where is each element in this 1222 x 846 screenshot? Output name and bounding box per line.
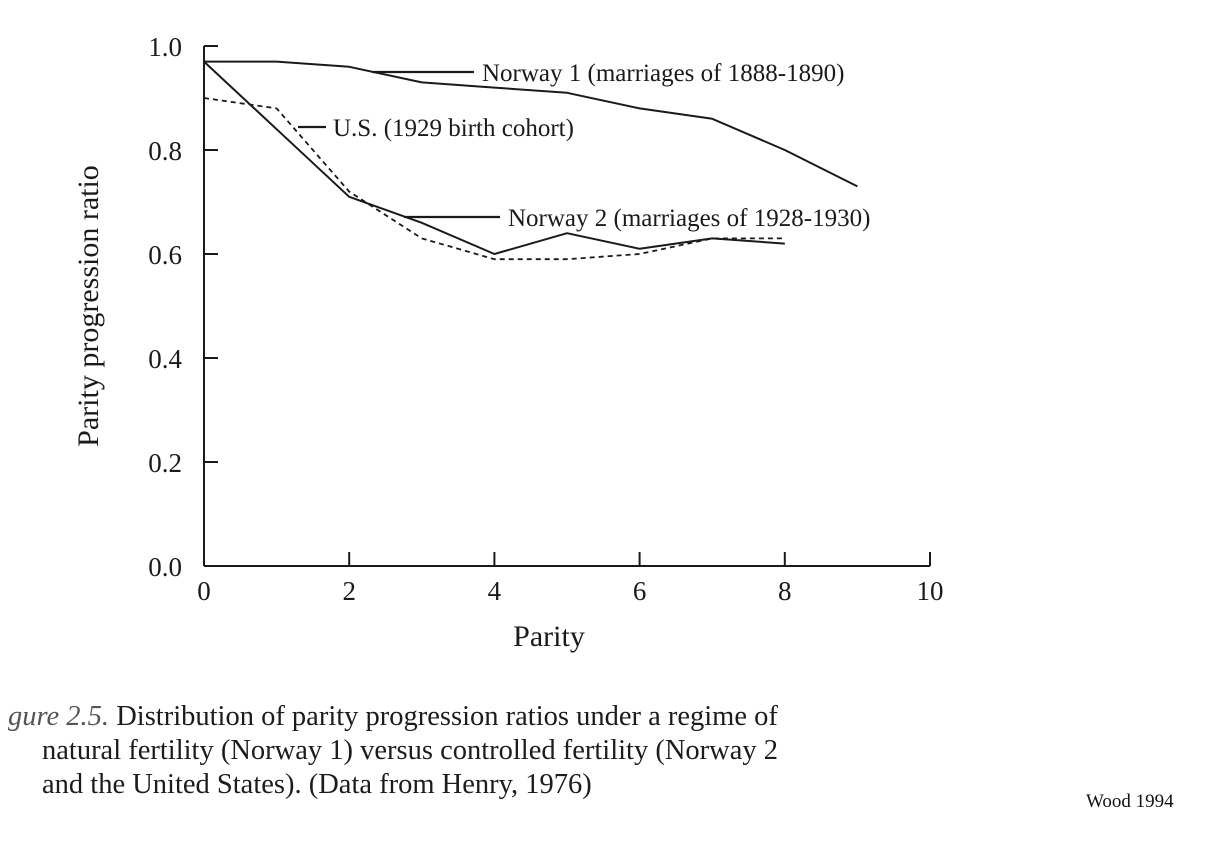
parity-progression-chart: 0.0 0.2 0.4 0.6 0.8 1.0 0 2 4 6 8 10 Parity Parity pr… — [72, 32, 944, 653]
x-axis-title: Parity — [513, 620, 585, 653]
y-tick-label: 0.8 — [148, 136, 182, 166]
y-tick-label: 1.0 — [148, 32, 182, 62]
figure-label: gure 2.5. — [8, 701, 110, 732]
y-tick-label: 0.0 — [148, 552, 182, 582]
chart-series — [203, 60, 858, 261]
norway-2-line — [203, 60, 785, 255]
x-tick-label: 0 — [197, 576, 211, 606]
caption-line-2: natural fertility (Norway 1) versus cont… — [42, 735, 779, 766]
x-tick-label: 6 — [633, 576, 647, 606]
y-tick-label: 0.4 — [148, 344, 182, 374]
caption-line-3: and the United States). (Data from Henry… — [42, 769, 592, 800]
y-tick-label: 0.6 — [148, 240, 182, 270]
x-tick-label: 4 — [488, 576, 502, 606]
norway-1-line — [204, 60, 858, 188]
us-1929-label: U.S. (1929 birth cohort) — [333, 115, 574, 142]
x-tick-label: 10 — [917, 576, 944, 606]
x-tick-label: 8 — [778, 576, 792, 606]
series-labels: Norway 1 (marriages of 1888-1890) U.S. (1… — [298, 60, 870, 232]
y-axis-title: Parity progression ratio — [72, 165, 105, 447]
norway-2-label: Norway 2 (marriages of 1928-1930) — [508, 205, 870, 232]
us-1929-line — [203, 97, 785, 261]
x-tick-label: 2 — [342, 576, 356, 606]
caption-line-1: Distribution of parity progression ratio… — [116, 701, 778, 732]
source-note: Wood 1994 — [1086, 791, 1174, 812]
y-tick-label: 0.2 — [148, 448, 182, 478]
chart-axes: 0.0 0.2 0.4 0.6 0.8 1.0 0 2 4 6 8 10 Parity Parity pr… — [72, 32, 944, 653]
figure-caption: gure 2.5. Distribution of parity progres… — [8, 700, 998, 802]
norway-1-label: Norway 1 (marriages of 1888-1890) — [482, 60, 844, 87]
